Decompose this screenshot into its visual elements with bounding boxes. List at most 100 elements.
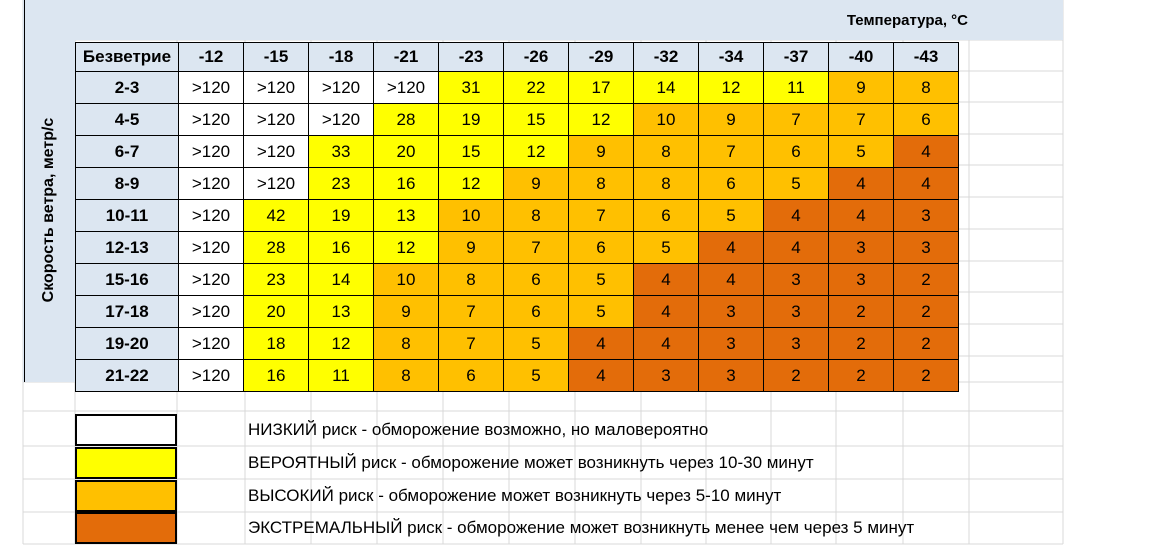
exposure-time-cell: 8: [568, 167, 634, 200]
temperature-header-cell: -43: [893, 42, 959, 72]
table-row: 19-20 >120 18 12 8 7 5 4 4 3 3 2 2: [75, 327, 959, 360]
legend-label-high: ВЫСОКИЙ риск - обморожение может возникн…: [248, 486, 782, 505]
exposure-time-cell: 6: [763, 135, 829, 168]
exposure-time-cell: 4: [698, 263, 764, 296]
exposure-time-cell: 22: [503, 71, 569, 104]
exposure-time-cell: 9: [438, 231, 504, 264]
exposure-time-cell: 12: [373, 231, 439, 264]
exposure-time-cell: 28: [373, 103, 439, 136]
exposure-time-cell: 4: [893, 135, 959, 168]
exposure-time-cell: 14: [308, 263, 374, 296]
exposure-time-cell: 3: [698, 359, 764, 392]
exposure-time-cell: 5: [503, 359, 569, 392]
table-row: 6-7 >120 >120 33 20 15 12 9 8 7 6 5 4: [75, 135, 959, 168]
legend-swatch-high: [75, 480, 177, 512]
exposure-time-cell: >120: [243, 103, 309, 136]
exposure-time-cell: 5: [698, 199, 764, 232]
exposure-time-cell: >120: [178, 167, 244, 200]
temperature-header-cell: -23: [438, 42, 504, 72]
exposure-time-cell: 3: [763, 327, 829, 360]
exposure-time-cell: 3: [828, 263, 894, 296]
exposure-time-cell: 12: [503, 135, 569, 168]
exposure-time-cell: 28: [243, 231, 309, 264]
wind-speed-cell: 10-11: [75, 199, 179, 232]
wind-speed-cell: 21-22: [75, 359, 179, 392]
wind-speed-cell: 17-18: [75, 295, 179, 328]
wind-speed-cell: 8-9: [75, 167, 179, 200]
exposure-time-cell: 4: [763, 231, 829, 264]
table-row: 17-18 >120 20 13 9 7 6 5 4 3 3 2 2: [75, 295, 959, 328]
exposure-time-cell: 8: [373, 359, 439, 392]
exposure-time-cell: >120: [178, 71, 244, 104]
wind-speed-cell: 2-3: [75, 71, 179, 104]
exposure-time-cell: >120: [178, 359, 244, 392]
legend-swatch-ext: [75, 512, 177, 544]
table-row: 4-5 >120 >120 >120 28 19 15 12 10 9 7 7 6: [75, 103, 959, 136]
exposure-time-cell: >120: [178, 231, 244, 264]
table-header-band: [23, 0, 1063, 40]
exposure-time-cell: 42: [243, 199, 309, 232]
exposure-time-cell: 20: [373, 135, 439, 168]
table-row: 15-16 >120 23 14 10 8 6 5 4 4 3 3 2: [75, 263, 959, 296]
exposure-time-cell: >120: [308, 71, 374, 104]
exposure-time-cell: 2: [893, 359, 959, 392]
exposure-time-cell: 2: [893, 263, 959, 296]
exposure-time-cell: 9: [828, 71, 894, 104]
exposure-time-cell: 17: [568, 71, 634, 104]
frostbite-risk-table: Безветрие -12 -15 -18 -21 -23 -26 -29 -32 -34 -37…: [75, 42, 959, 392]
exposure-time-cell: 14: [633, 71, 699, 104]
wind-speed-cell: 19-20: [75, 327, 179, 360]
exposure-time-cell: 7: [438, 295, 504, 328]
exposure-time-cell: 13: [373, 199, 439, 232]
legend-label-low: НИЗКИЙ риск - обморожение возможно, но м…: [248, 420, 709, 439]
exposure-time-cell: 33: [308, 135, 374, 168]
exposure-time-cell: 3: [763, 295, 829, 328]
exposure-time-cell: 5: [633, 231, 699, 264]
exposure-time-cell: 6: [503, 263, 569, 296]
exposure-time-cell: 4: [828, 167, 894, 200]
exposure-time-cell: 7: [828, 103, 894, 136]
temperature-header-cell: -34: [698, 42, 764, 72]
exposure-time-cell: >120: [178, 135, 244, 168]
exposure-time-cell: 4: [568, 359, 634, 392]
exposure-time-cell: 4: [633, 327, 699, 360]
exposure-time-cell: 3: [633, 359, 699, 392]
exposure-time-cell: 6: [893, 103, 959, 136]
table-body: 2-3 >120 >120 >120 >120 31 22 17 14 12 11 9 8 4-5 >120…: [75, 71, 959, 392]
exposure-time-cell: 12: [438, 167, 504, 200]
wind-speed-cell: 6-7: [75, 135, 179, 168]
exposure-time-cell: >120: [178, 295, 244, 328]
exposure-time-cell: 9: [503, 167, 569, 200]
exposure-time-cell: 31: [438, 71, 504, 104]
exposure-time-cell: 2: [763, 359, 829, 392]
exposure-time-cell: 18: [243, 327, 309, 360]
exposure-time-cell: 4: [828, 199, 894, 232]
table-row: 10-11 >120 42 19 13 10 8 7 6 5 4 4 3: [75, 199, 959, 232]
exposure-time-cell: 23: [243, 263, 309, 296]
exposure-time-cell: 3: [893, 199, 959, 232]
exposure-time-cell: >120: [308, 103, 374, 136]
exposure-time-cell: 8: [373, 327, 439, 360]
legend-swatch-prob: [75, 447, 177, 479]
exposure-time-cell: 5: [568, 295, 634, 328]
exposure-time-cell: >120: [178, 263, 244, 296]
wind-axis-band: [23, 40, 75, 382]
temperature-header-cell: -37: [763, 42, 829, 72]
exposure-time-cell: 5: [568, 263, 634, 296]
exposure-time-cell: >120: [243, 71, 309, 104]
exposure-time-cell: 4: [633, 295, 699, 328]
table-left-border: [24, 0, 25, 382]
exposure-time-cell: 10: [633, 103, 699, 136]
exposure-time-cell: 7: [568, 199, 634, 232]
legend-label-prob: ВЕРОЯТНЫЙ риск - обморожение может возни…: [248, 453, 814, 472]
exposure-time-cell: 12: [698, 71, 764, 104]
exposure-time-cell: >120: [243, 167, 309, 200]
wind-axis-title: Скорость ветра, метр/с: [40, 117, 57, 303]
exposure-time-cell: 3: [698, 295, 764, 328]
exposure-time-cell: 20: [243, 295, 309, 328]
exposure-time-cell: 9: [698, 103, 764, 136]
exposure-time-cell: 8: [503, 199, 569, 232]
exposure-time-cell: 7: [763, 103, 829, 136]
exposure-time-cell: 16: [243, 359, 309, 392]
exposure-time-cell: 8: [633, 167, 699, 200]
